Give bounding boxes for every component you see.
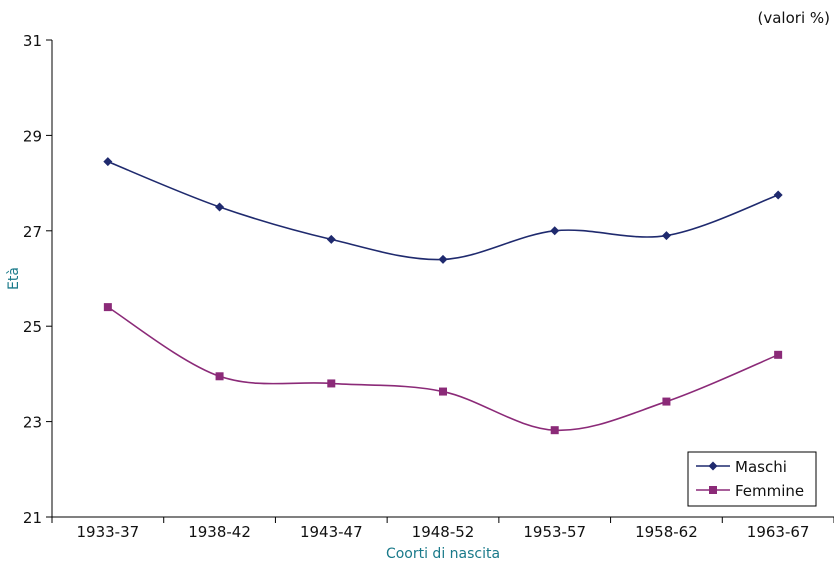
legend-label: Femmine [735, 482, 804, 500]
data-point-femmine [327, 379, 336, 388]
data-point-femmine [774, 350, 783, 359]
data-point-femmine [439, 387, 447, 396]
y-tick-label: 25 [23, 318, 42, 336]
x-tick-label: 1958-62 [635, 523, 698, 541]
series-layer [103, 157, 783, 435]
data-point-maschi [438, 254, 448, 264]
legend-label: Maschi [735, 458, 787, 476]
data-point-femmine [550, 426, 559, 435]
data-point-maschi [215, 202, 225, 212]
legend-swatch-marker [709, 486, 717, 494]
y-tick-label: 27 [23, 223, 42, 241]
series-line-femmine [107, 306, 779, 431]
axes [51, 40, 834, 518]
x-axis-ticks: 1933-37 1938-42 1943-47 1948-52 1953-57 1958-… [51, 517, 834, 541]
x-tick-label: 1938-42 [188, 523, 251, 541]
series-femmine [103, 303, 783, 435]
legend-swatch-marker [708, 461, 718, 471]
x-tick-label: 1953-57 [523, 523, 586, 541]
data-point-femmine [662, 397, 671, 406]
legend-box [687, 451, 817, 507]
x-tick-label: 1943-47 [300, 523, 363, 541]
data-point-maschi [773, 190, 783, 200]
y-tick-label: 23 [23, 414, 42, 432]
data-point-femmine [103, 303, 112, 312]
data-point-maschi [326, 234, 336, 244]
data-point-maschi [661, 231, 671, 241]
y-tick-label: 21 [23, 509, 42, 527]
legend: Maschi Femmine [687, 451, 817, 507]
y-axis-title: Età [6, 267, 22, 290]
x-tick-label: 1933-37 [77, 523, 140, 541]
data-point-maschi [103, 157, 113, 167]
y-axis-ticks: 21 23 25 27 29 31 [23, 32, 52, 527]
y-tick-label: 29 [23, 127, 42, 145]
data-point-femmine [215, 372, 224, 381]
series-line-maschi [107, 160, 779, 261]
x-axis-title: Coorti di nascita [386, 546, 500, 562]
x-tick-label: 1963-67 [747, 523, 810, 541]
data-point-maschi [550, 226, 560, 236]
units-note: (valori %) [758, 9, 830, 27]
x-tick-label: 1948-52 [412, 523, 475, 541]
y-tick-label: 31 [23, 32, 42, 50]
series-maschi [103, 157, 783, 264]
